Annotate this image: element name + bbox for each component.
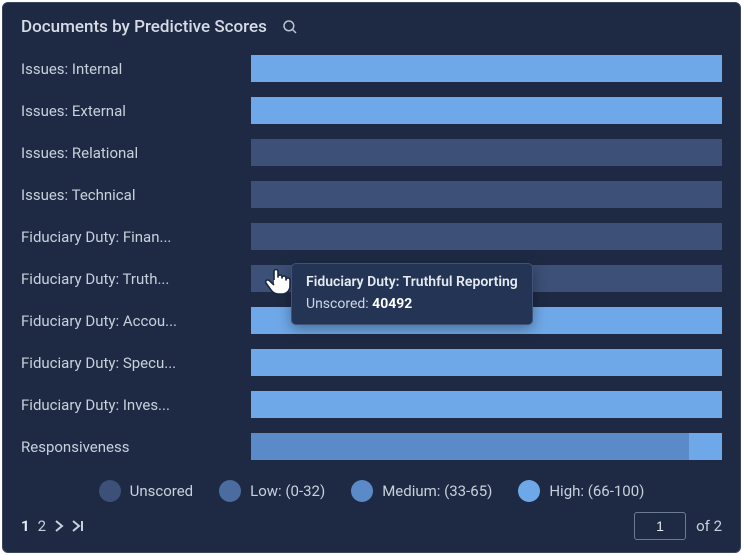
scores-chart: Issues: Internal Issues: External Issues: … [21, 55, 722, 462]
legend-item-high[interactable]: High: (66-100) [518, 480, 644, 502]
row-label: Issues: Technical [21, 186, 251, 204]
page-1-link[interactable]: 1 [21, 517, 30, 535]
tooltip-metric-label: Unscored [306, 296, 365, 312]
legend-item-low[interactable]: Low: (0-32) [219, 480, 325, 502]
legend-label: Medium: (33-65) [382, 482, 492, 500]
chart-row: Fiduciary Duty: Specu... [21, 349, 722, 376]
page-total-label: of 2 [696, 517, 722, 535]
chart-row: Issues: Relational [21, 139, 722, 166]
panel-title: Documents by Predictive Scores [21, 17, 267, 37]
legend-label: Unscored [130, 482, 194, 500]
row-label: Issues: Relational [21, 144, 251, 162]
row-label: Fiduciary Duty: Finan... [21, 228, 251, 246]
row-label: Responsiveness [21, 438, 251, 456]
tooltip-value: 40492 [372, 296, 412, 312]
bar-track[interactable] [251, 223, 722, 250]
legend-swatch [351, 480, 373, 502]
bar-track[interactable] [251, 181, 722, 208]
row-label: Fiduciary Duty: Truth... [21, 270, 251, 288]
row-label: Fiduciary Duty: Inves... [21, 396, 251, 414]
chart-row: Issues: External [21, 97, 722, 124]
bar-segment-high[interactable] [251, 391, 722, 418]
row-label: Fiduciary Duty: Accou... [21, 312, 251, 330]
panel-footer: 1 2 of 2 [21, 512, 722, 540]
legend-swatch [99, 480, 121, 502]
chart-row: Issues: Technical [21, 181, 722, 208]
page-number-input[interactable] [634, 512, 686, 540]
search-icon[interactable] [281, 18, 299, 36]
chart-row: Fiduciary Duty: Finan... [21, 223, 722, 250]
bar-track[interactable] [251, 55, 722, 82]
bar-segment-medium[interactable] [251, 433, 689, 460]
hover-tooltip: Fiduciary Duty: Truthful Reporting Unsco… [291, 263, 533, 325]
page-indicator: of 2 [634, 512, 722, 540]
chart-row: Responsiveness [21, 433, 722, 460]
bar-segment-unscored[interactable] [251, 181, 722, 208]
bar-track[interactable] [251, 349, 722, 376]
row-label: Issues: Internal [21, 60, 251, 78]
legend-label: High: (66-100) [549, 482, 644, 500]
legend-item-unscored[interactable]: Unscored [99, 480, 194, 502]
bar-track[interactable] [251, 139, 722, 166]
legend-swatch [219, 480, 241, 502]
tooltip-title: Fiduciary Duty: Truthful Reporting [306, 274, 518, 290]
panel-header: Documents by Predictive Scores [21, 17, 722, 37]
bar-segment-unscored[interactable] [251, 223, 722, 250]
legend-label: Low: (0-32) [250, 482, 325, 500]
next-page-icon[interactable] [54, 520, 64, 532]
bar-track[interactable] [251, 97, 722, 124]
predictive-scores-panel: Documents by Predictive Scores Issues: I… [2, 2, 741, 553]
row-label: Fiduciary Duty: Specu... [21, 354, 251, 372]
legend: Unscored Low: (0-32) Medium: (33-65) High: … [21, 480, 722, 502]
chart-row: Fiduciary Duty: Inves... [21, 391, 722, 418]
bar-track[interactable] [251, 391, 722, 418]
legend-swatch [518, 480, 540, 502]
pager: 1 2 [21, 517, 86, 535]
chart-row: Issues: Internal [21, 55, 722, 82]
bar-segment-unscored[interactable] [251, 139, 722, 166]
row-label: Issues: External [21, 102, 251, 120]
bar-segment-high[interactable] [689, 433, 722, 460]
page-2-link[interactable]: 2 [38, 517, 46, 535]
tooltip-value-line: Unscored: 40492 [306, 296, 518, 312]
bar-segment-high[interactable] [251, 97, 722, 124]
legend-item-medium[interactable]: Medium: (33-65) [351, 480, 492, 502]
bar-segment-high[interactable] [251, 349, 722, 376]
last-page-icon[interactable] [72, 520, 86, 532]
bar-track[interactable] [251, 433, 722, 460]
bar-segment-high[interactable] [251, 55, 722, 82]
